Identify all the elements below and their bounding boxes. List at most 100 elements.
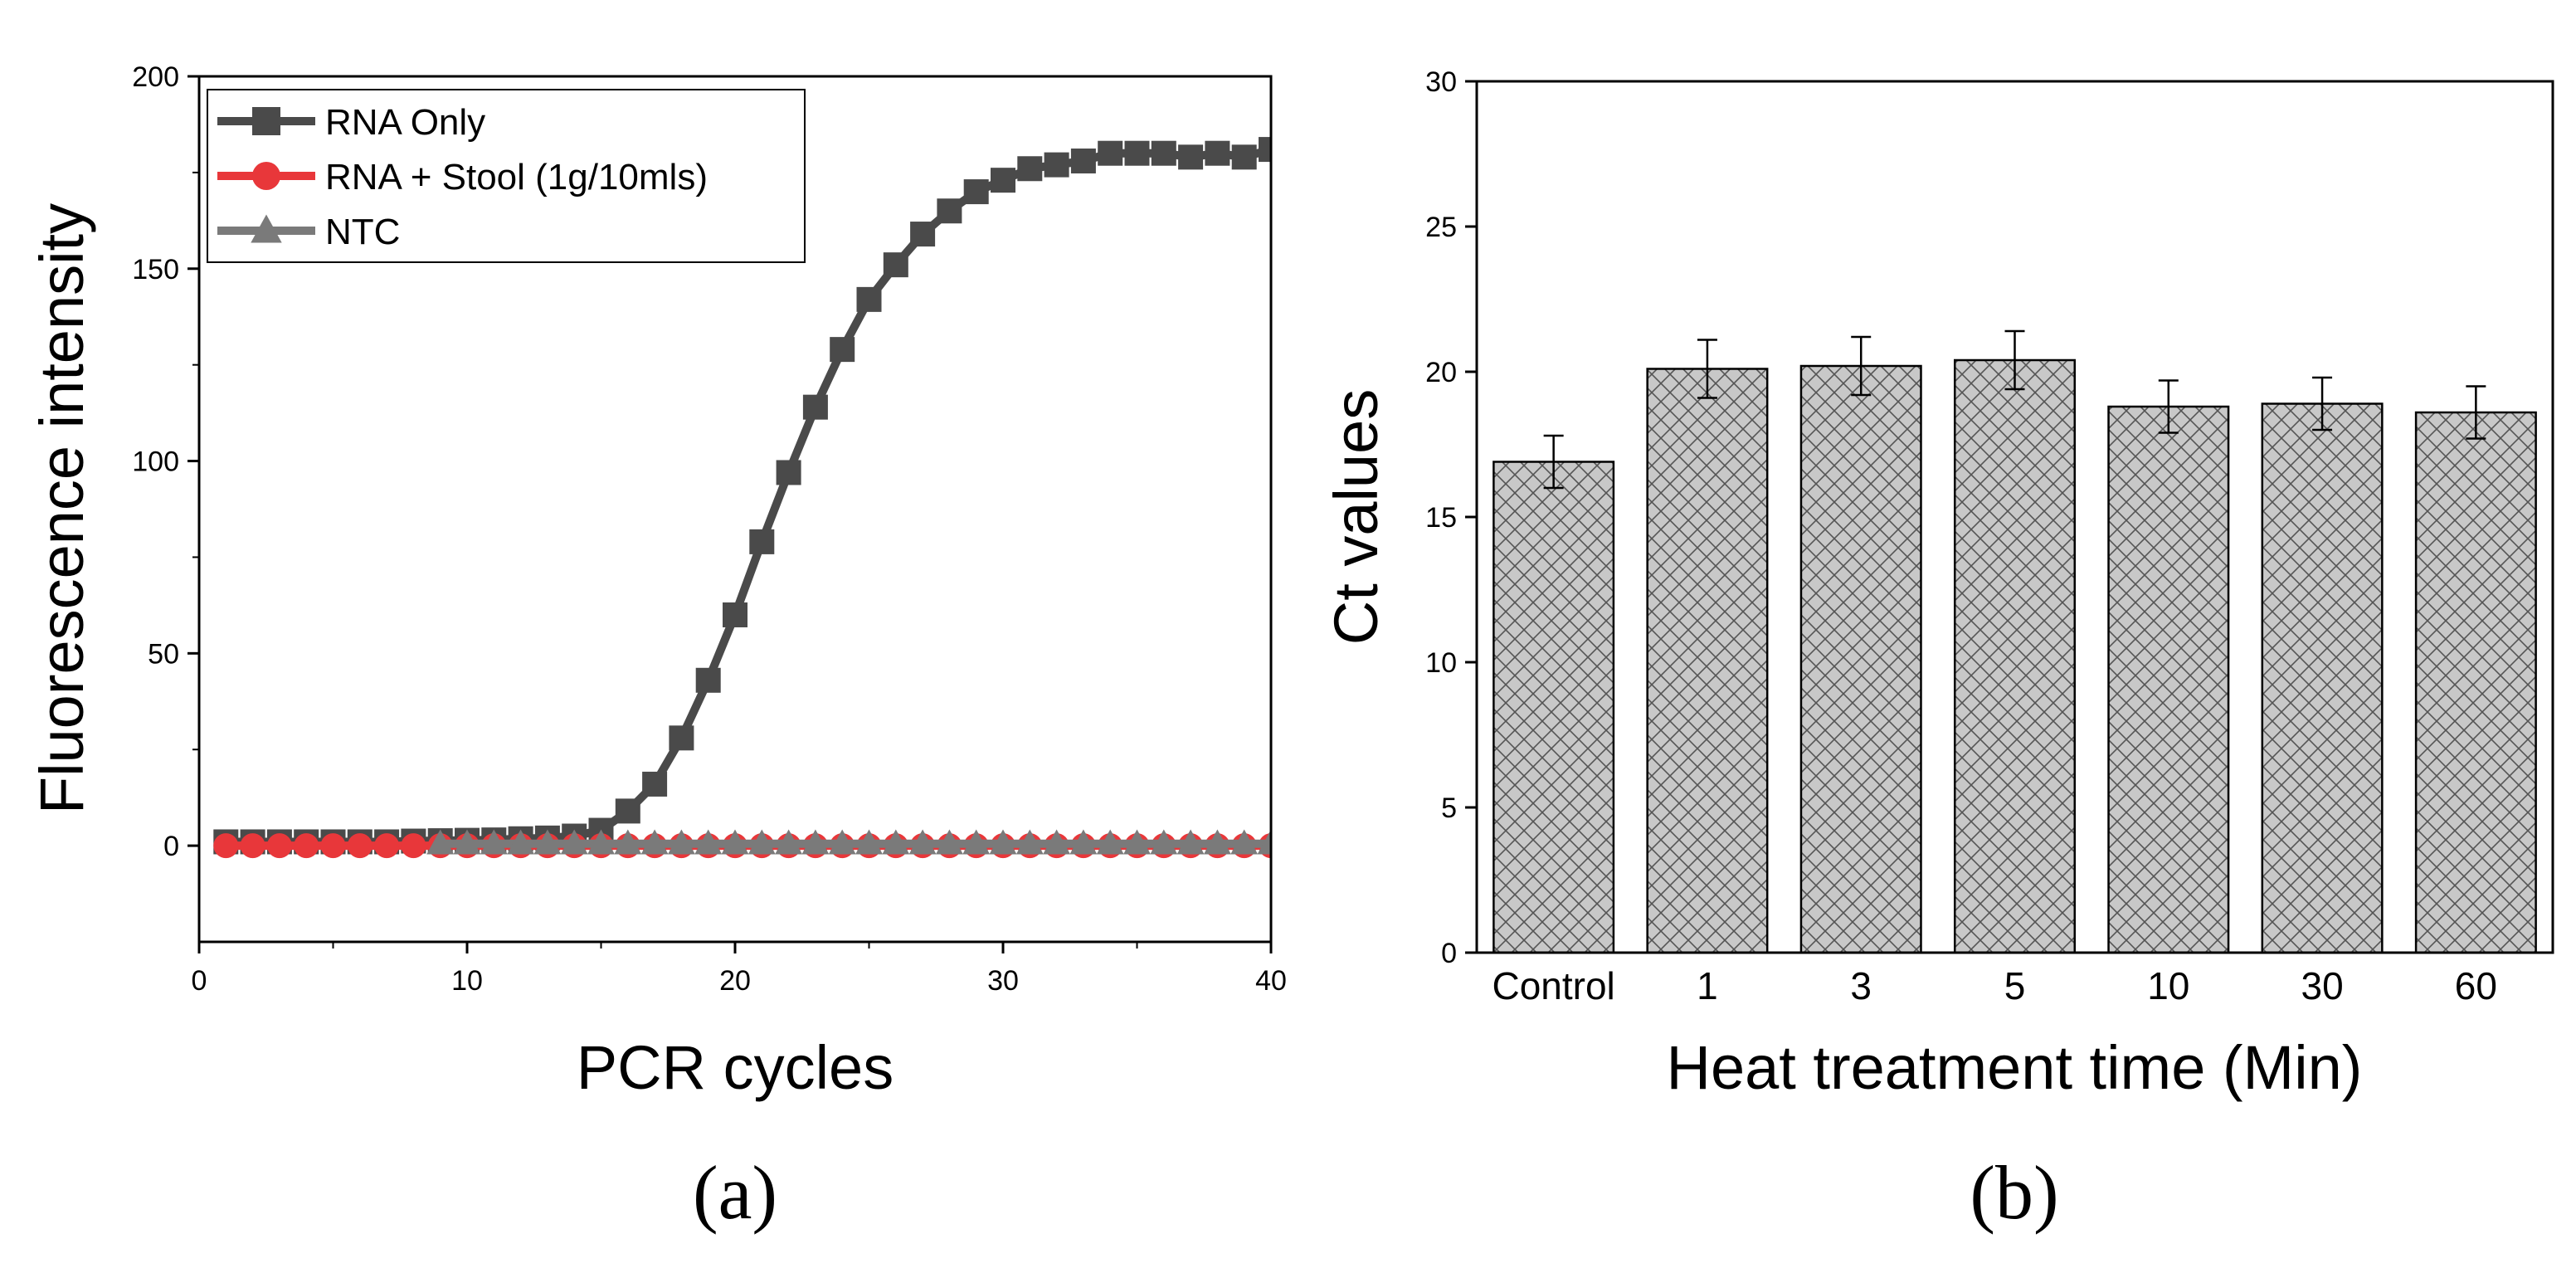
data-point <box>775 829 803 855</box>
data-point <box>347 833 373 859</box>
bar-group: 5 <box>1953 329 2077 1007</box>
panel-a-legend: RNA Only RNA + Stool (1g/10mls) NTC <box>207 89 806 263</box>
data-point <box>320 833 346 859</box>
panel-b-plot-frame <box>1475 80 2554 954</box>
panel-a-y-axis-title: Fluorescence intensity <box>27 203 96 814</box>
y-tick-label: 0 <box>1441 938 1457 969</box>
y-tick-label: 10 <box>1425 647 1457 679</box>
data-point <box>453 829 481 855</box>
data-point <box>426 829 455 855</box>
data-point <box>1178 144 1204 170</box>
legend-label: NTC <box>325 212 400 252</box>
x-tick-label: 10 <box>451 965 483 997</box>
x-category-label: 1 <box>1697 964 1718 1007</box>
legend-swatch-marker <box>251 214 282 243</box>
data-point <box>855 829 883 855</box>
bar <box>1799 364 1922 954</box>
legend-swatch-marker <box>252 107 280 135</box>
bar <box>2414 411 2537 954</box>
bar-group: 1 <box>1646 339 1769 1007</box>
data-point <box>480 829 508 855</box>
data-point <box>802 394 828 420</box>
data-point <box>910 222 936 247</box>
data-point <box>374 833 400 859</box>
y-tick-label: 5 <box>1441 792 1457 824</box>
x-category-label: 3 <box>1850 964 1872 1007</box>
data-point <box>747 829 776 855</box>
data-point <box>776 460 801 485</box>
data-point <box>937 198 962 224</box>
data-point <box>213 833 239 859</box>
data-point <box>882 829 910 855</box>
x-category-label: 30 <box>2301 964 2343 1007</box>
data-point <box>801 829 830 855</box>
x-category-label: 10 <box>2147 964 2189 1007</box>
data-point <box>642 771 668 797</box>
data-point <box>991 168 1015 193</box>
bar-group: 30 <box>2261 376 2384 1007</box>
data-point <box>1205 140 1230 166</box>
bar <box>2261 402 2384 954</box>
data-point <box>1070 148 1096 173</box>
data-point <box>587 829 615 855</box>
panel-a-line-chart: 0 10 20 30 40 0 50 100 150 200 PCR cycles Fluores… <box>27 61 1287 1235</box>
bar-group: 10 <box>2107 379 2230 1007</box>
data-point <box>1043 829 1071 855</box>
data-point <box>560 829 588 855</box>
x-category-label: Control <box>1492 964 1614 1007</box>
data-point <box>667 829 695 855</box>
legend-label: RNA + Stool (1g/10mls) <box>325 157 708 197</box>
data-point <box>1069 829 1098 855</box>
data-point <box>1151 140 1176 166</box>
data-point <box>749 529 775 554</box>
data-point <box>401 833 426 859</box>
data-point <box>935 829 963 855</box>
panel-b-y-axis-title: Ct values <box>1322 389 1390 645</box>
y-tick-label: 25 <box>1425 212 1457 243</box>
data-point <box>723 602 747 627</box>
bar-group: 3 <box>1799 335 1922 1007</box>
y-tick-label: 150 <box>132 254 179 285</box>
data-point <box>1176 829 1205 855</box>
bar <box>2107 405 2230 954</box>
legend-swatch-marker <box>252 162 280 190</box>
series-2 <box>426 829 1271 855</box>
data-point <box>1098 140 1123 166</box>
data-point <box>828 829 856 855</box>
data-point <box>908 829 937 855</box>
data-point <box>669 725 694 751</box>
data-point <box>830 337 855 363</box>
y-tick-label: 20 <box>1425 357 1457 388</box>
x-tick-label: 30 <box>987 965 1019 997</box>
data-point <box>962 829 991 855</box>
data-point <box>615 798 640 824</box>
data-point <box>240 833 265 859</box>
data-point <box>1259 137 1271 163</box>
panel-a-x-axis-title: PCR cycles <box>577 1033 894 1102</box>
data-point <box>694 829 723 855</box>
y-tick-label: 0 <box>163 831 179 862</box>
x-category-label: 5 <box>2004 964 2026 1007</box>
y-tick-label: 15 <box>1425 502 1457 534</box>
data-point <box>1203 829 1231 855</box>
y-tick-label: 100 <box>132 446 179 478</box>
panel-b-x-axis-title: Heat treatment time (Min) <box>1667 1033 2363 1102</box>
panel-b-label: (b) <box>1970 1150 2058 1235</box>
data-point <box>963 179 989 205</box>
y-tick-label: 50 <box>148 638 179 670</box>
data-point <box>1124 140 1150 166</box>
data-point <box>1017 156 1043 182</box>
x-tick-label: 0 <box>192 965 207 997</box>
x-tick-label: 20 <box>719 965 751 997</box>
bar <box>1646 368 1769 954</box>
data-point <box>1096 829 1124 855</box>
data-point <box>1044 152 1069 178</box>
panel-a-label: (a) <box>693 1150 777 1235</box>
y-tick-label: 30 <box>1425 66 1457 98</box>
data-point <box>294 833 319 859</box>
panel-a-plot-frame <box>197 75 1273 944</box>
data-point <box>614 829 642 855</box>
series-line <box>226 145 1271 846</box>
bar <box>1493 461 1615 954</box>
